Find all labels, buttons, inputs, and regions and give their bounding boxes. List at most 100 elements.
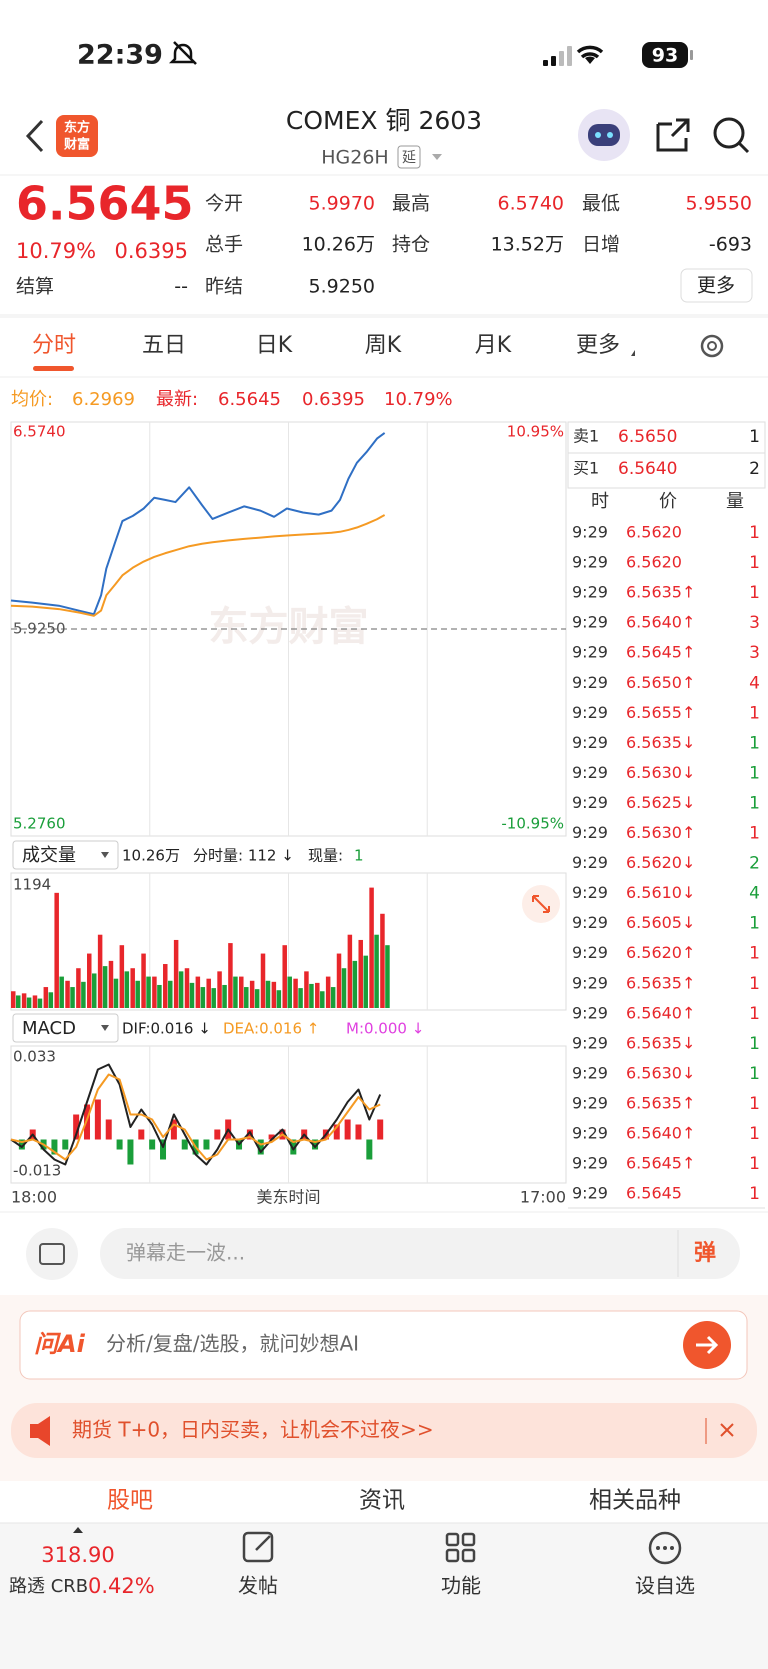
macd-bar: [62, 1139, 69, 1150]
volume-bar: [222, 984, 227, 1008]
order-book-frame: [567, 421, 766, 1209]
volume-bar: [206, 978, 211, 1008]
volume-bar: [385, 945, 390, 1008]
more-button-label[interactable]: 更多: [697, 275, 735, 297]
volume-bar: [141, 953, 146, 1008]
trade-time: 9:29: [572, 523, 608, 542]
average-line: [10, 514, 386, 617]
volume-bar: [108, 960, 114, 1008]
nav-item[interactable]: 发帖: [238, 1574, 278, 1598]
indicator-value: M:0.000 ↓: [346, 1020, 424, 1038]
back-button[interactable]: [25, 119, 44, 153]
trade-price: 6.5620↑: [626, 943, 695, 962]
macd-bar: [138, 1129, 145, 1140]
y-tick-label: -0.013: [13, 1162, 61, 1180]
banner[interactable]: [11, 1403, 757, 1458]
macd-bar: [160, 1139, 167, 1160]
column-header: 量: [726, 491, 744, 512]
expand-icon[interactable]: [522, 885, 560, 923]
tab[interactable]: 五日: [142, 333, 186, 358]
trade-volume: 1: [749, 1094, 760, 1114]
price-line: [10, 432, 386, 616]
banner-text[interactable]: 期货 T+0，日内买卖，让机会不过夜>>: [72, 1418, 434, 1442]
trade-price: 6.5635↓: [626, 733, 695, 752]
section-tab[interactable]: 资讯: [359, 1488, 405, 1514]
indicator-selector[interactable]: 成交量: [22, 845, 76, 866]
volume-stat: 现量:: [308, 847, 343, 865]
volume-bar: [315, 982, 320, 1008]
last-price: 6.5645: [16, 177, 194, 231]
search-button[interactable]: [713, 117, 745, 149]
divider: [0, 314, 768, 318]
comment-input[interactable]: [100, 1228, 740, 1279]
trade-price: 6.5630↑: [626, 823, 695, 842]
selector-box[interactable]: [12, 840, 119, 870]
volume-bar: [16, 995, 21, 1008]
trade-price: 6.5640↑: [626, 1003, 695, 1022]
book-volume: 2: [749, 459, 760, 479]
trade-volume: 4: [749, 884, 760, 904]
macd-bar: [116, 1139, 123, 1150]
tab[interactable]: 分时: [32, 333, 76, 358]
trade-price: 6.5645: [626, 1184, 682, 1203]
trade-time: 9:29: [572, 1033, 608, 1052]
macd-bar: [214, 1129, 221, 1140]
volume-bar: [233, 976, 238, 1008]
volume-bar: [152, 976, 157, 1008]
ai-input[interactable]: [19, 1310, 748, 1380]
nav-icons: [242, 1531, 682, 1565]
tab[interactable]: 周K: [365, 333, 402, 358]
tab[interactable]: 月K: [475, 333, 512, 358]
nav-item[interactable]: 设自选: [635, 1574, 695, 1598]
trade-price: 6.5645↑: [626, 643, 695, 662]
volume-bar: [43, 987, 49, 1008]
nav-item[interactable]: 功能: [441, 1574, 481, 1598]
more-button[interactable]: [680, 268, 753, 303]
macd-bar: [18, 1139, 25, 1150]
trade-volume: 1: [749, 1034, 760, 1054]
settings-icon[interactable]: [700, 334, 724, 358]
close-button[interactable]: [720, 1423, 734, 1437]
latest-change: 0.6395: [302, 389, 365, 410]
volume-bar: [59, 976, 64, 1008]
volume-bar: [65, 980, 70, 1008]
volume-bar: [54, 892, 59, 1008]
macd-bar: [377, 1119, 384, 1140]
change-amount: 0.6395: [115, 239, 188, 263]
column-header: 时: [591, 491, 609, 512]
page-title: COMEX 铜 2603: [286, 106, 482, 135]
y2-tick-label: 10.95%: [507, 423, 564, 441]
section-tab[interactable]: 相关品种: [589, 1488, 681, 1514]
trade-volume: 1: [749, 1004, 760, 1024]
volume-bar: [119, 945, 125, 1008]
share-button[interactable]: [656, 118, 690, 152]
comment-icon[interactable]: [26, 1228, 78, 1280]
field-label: 昨结: [205, 276, 243, 298]
trade-volume: 1: [749, 1154, 760, 1174]
trade-price: 6.5635↑: [626, 973, 695, 992]
volume-bar: [102, 966, 108, 1008]
macd-bar: [246, 1129, 253, 1140]
trade-price: 6.5640↑: [626, 613, 695, 632]
volume-bar: [163, 964, 168, 1008]
macd-bar: [127, 1139, 134, 1165]
indicator-selector[interactable]: MACD: [22, 1018, 76, 1039]
trade-time: 9:29: [572, 853, 608, 872]
trade-volume: 1: [749, 944, 760, 964]
trade-time: 9:29: [572, 1184, 608, 1203]
volume-bar: [293, 978, 298, 1008]
danmaku-button[interactable]: 弹: [694, 1241, 716, 1266]
volume-bar: [195, 976, 201, 1008]
tab[interactable]: 更多: [576, 333, 620, 358]
selector-box[interactable]: [12, 1013, 119, 1043]
section-tab[interactable]: 股吧: [107, 1488, 153, 1514]
volume-bar: [380, 913, 385, 1008]
trade-volume: 2: [749, 854, 760, 874]
volume-bar: [11, 991, 16, 1008]
volume-bar: [282, 945, 287, 1008]
volume-bar: [363, 955, 368, 1008]
comment-placeholder: 弹幕走一波...: [126, 1241, 245, 1265]
trade-price: 6.5635↑: [626, 583, 695, 602]
tab[interactable]: 日K: [256, 333, 293, 358]
book-volume: 1: [749, 427, 760, 447]
